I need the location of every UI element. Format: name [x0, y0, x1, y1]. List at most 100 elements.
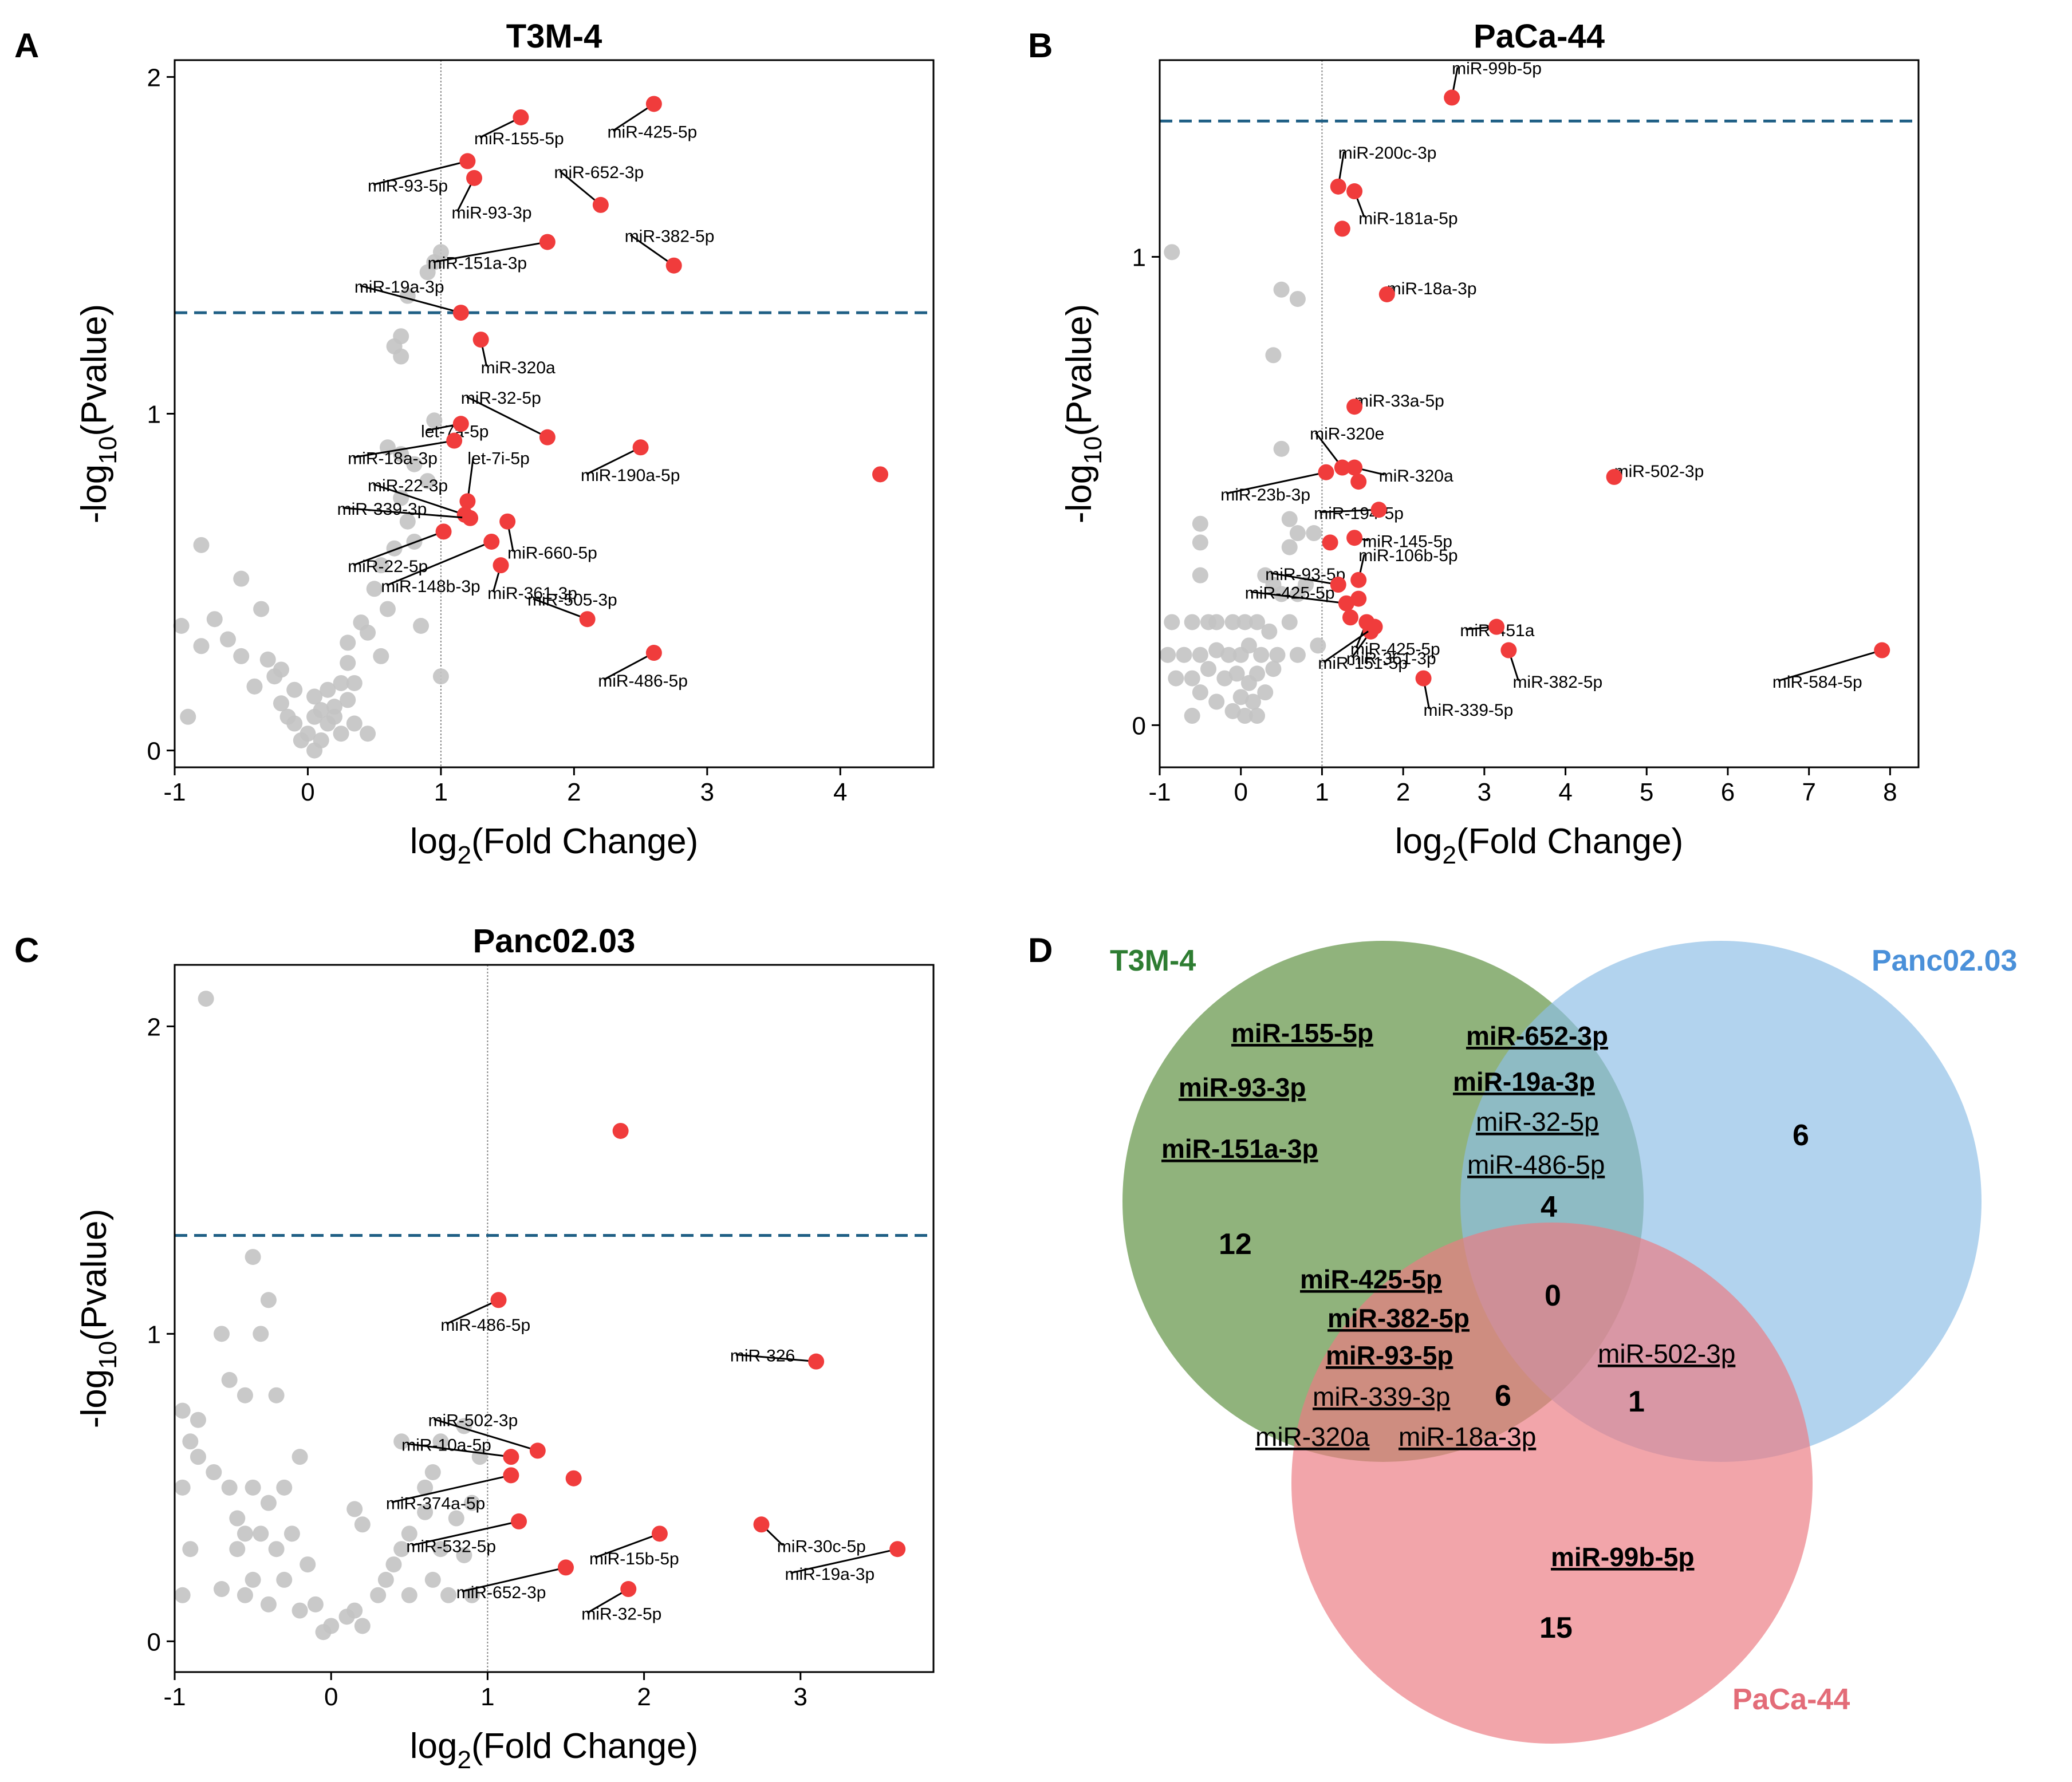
nonsignificant-point — [360, 726, 376, 742]
label-leader-line — [612, 103, 655, 132]
nonsignificant-point — [1289, 646, 1306, 663]
significant-point — [753, 1516, 770, 1533]
nonsignificant-point — [1192, 515, 1208, 532]
significant-point — [1350, 590, 1367, 607]
nonsignificant-point — [373, 557, 389, 574]
significant-point — [539, 234, 556, 250]
venn-count-paca-only: 15 — [1539, 1611, 1573, 1645]
nonsignificant-point — [1298, 577, 1314, 593]
x-tick-label: 0 — [324, 1683, 338, 1711]
nonsignificant-point — [424, 1571, 441, 1588]
nonsignificant-point — [174, 1402, 191, 1419]
nonsignificant-point — [174, 1587, 191, 1603]
nonsignificant-point — [464, 1495, 480, 1511]
nonsignificant-point — [386, 540, 403, 557]
label-leader-line — [1226, 471, 1326, 495]
nonsignificant-point — [377, 1571, 394, 1588]
x-tick-label: -1 — [163, 1683, 186, 1711]
point-label: miR-320a — [481, 358, 556, 377]
nonsignificant-point — [229, 1510, 246, 1527]
significant-point — [1350, 571, 1367, 588]
nonsignificant-point — [1200, 661, 1217, 677]
venn-count-panc-only: 6 — [1793, 1119, 1809, 1152]
nonsignificant-point — [1176, 646, 1192, 663]
nonsignificant-point — [393, 348, 409, 365]
y-tick-label: 1 — [147, 401, 161, 429]
label-leader-line — [1778, 649, 1882, 682]
y-axis-label: -log10(Pvalue) — [74, 304, 122, 523]
y-tick-label: 0 — [147, 738, 161, 766]
nonsignificant-point — [219, 631, 236, 648]
significant-point — [1444, 89, 1460, 106]
nonsignificant-point — [307, 1596, 324, 1613]
x-tick-label: 6 — [1721, 778, 1735, 806]
nonsignificant-point — [1168, 670, 1184, 687]
significant-point — [565, 1470, 582, 1487]
nonsignificant-point — [393, 1433, 410, 1450]
significant-point — [513, 109, 529, 125]
nonsignificant-point — [340, 655, 356, 671]
label-leader-line — [1319, 508, 1379, 514]
nonsignificant-point — [1236, 614, 1253, 630]
panel-letter-d: D — [1028, 931, 1053, 969]
plot-frame — [174, 964, 935, 1673]
point-label: miR-374a-5p — [386, 1494, 485, 1513]
significant-point — [539, 429, 556, 446]
significant-point — [529, 1442, 546, 1459]
label-leader-line — [603, 652, 655, 681]
label-leader-line — [1250, 591, 1347, 605]
point-label: miR-425-5p — [1350, 640, 1440, 659]
nonsignificant-point — [1265, 661, 1282, 677]
x-tick-label: -1 — [163, 778, 186, 806]
nonsignificant-point — [180, 708, 196, 725]
nonsignificant-point — [292, 1449, 308, 1465]
significant-point — [1346, 399, 1363, 415]
significant-point — [1350, 474, 1367, 490]
nonsignificant-point — [1269, 646, 1286, 663]
plot-title: PaCa-44 — [1474, 18, 1605, 55]
significant-point — [1346, 459, 1363, 476]
nonsignificant-point — [419, 473, 436, 490]
significant-point — [579, 611, 596, 628]
nonsignificant-point — [1306, 525, 1322, 542]
label-leader-line — [629, 234, 675, 266]
point-label: miR-486-5p — [440, 1316, 530, 1335]
label-leader-line — [735, 1354, 817, 1363]
nonsignificant-point — [1160, 646, 1176, 663]
volcano-plot-t3m4: T3M-4 miR-155-5p miR-425-5p miR-93-5pmiR-93… — [74, 18, 935, 869]
nonsignificant-point — [1281, 539, 1298, 555]
label-leader-line — [386, 541, 492, 586]
nonsignificant-point — [1249, 665, 1266, 682]
nonsignificant-point — [253, 1326, 269, 1342]
y-tick-label: 2 — [147, 64, 161, 92]
label-leader-line — [373, 160, 468, 186]
significant-point — [592, 196, 609, 213]
nonsignificant-point — [417, 1479, 434, 1496]
nonsignificant-point — [193, 537, 210, 553]
nonsignificant-point — [306, 688, 323, 705]
nonsignificant-point — [1244, 693, 1261, 710]
nonsignificant-point — [174, 1479, 191, 1496]
nonsignificant-point — [440, 1587, 457, 1603]
nonsignificant-point — [198, 991, 214, 1007]
significant-point — [493, 557, 509, 574]
nonsignificant-point — [413, 618, 430, 634]
label-leader-line — [433, 241, 548, 263]
point-label: miR-18a-3p — [1387, 279, 1477, 298]
nonsignificant-point — [245, 1479, 261, 1496]
nonsignificant-point — [237, 1525, 253, 1542]
venn-mirna-label: miR-151a-3p — [1161, 1134, 1318, 1164]
nonsignificant-point — [1192, 684, 1208, 701]
nonsignificant-point — [366, 581, 383, 597]
significant-point — [651, 1525, 668, 1542]
nonsignificant-point — [1281, 511, 1298, 527]
x-tick-label: 1 — [1315, 778, 1329, 806]
nonsignificant-point — [260, 1495, 277, 1511]
venn-set-label-t3m4: T3M-4 — [1110, 944, 1196, 977]
point-label: miR-19a-3p — [354, 278, 444, 297]
x-axis-label: log2(Fold Change) — [1395, 822, 1684, 869]
significant-point — [1378, 286, 1395, 302]
label-leader-line — [342, 507, 471, 519]
nonsignificant-point — [1184, 614, 1200, 630]
point-label: miR-194-5p — [1314, 504, 1404, 523]
